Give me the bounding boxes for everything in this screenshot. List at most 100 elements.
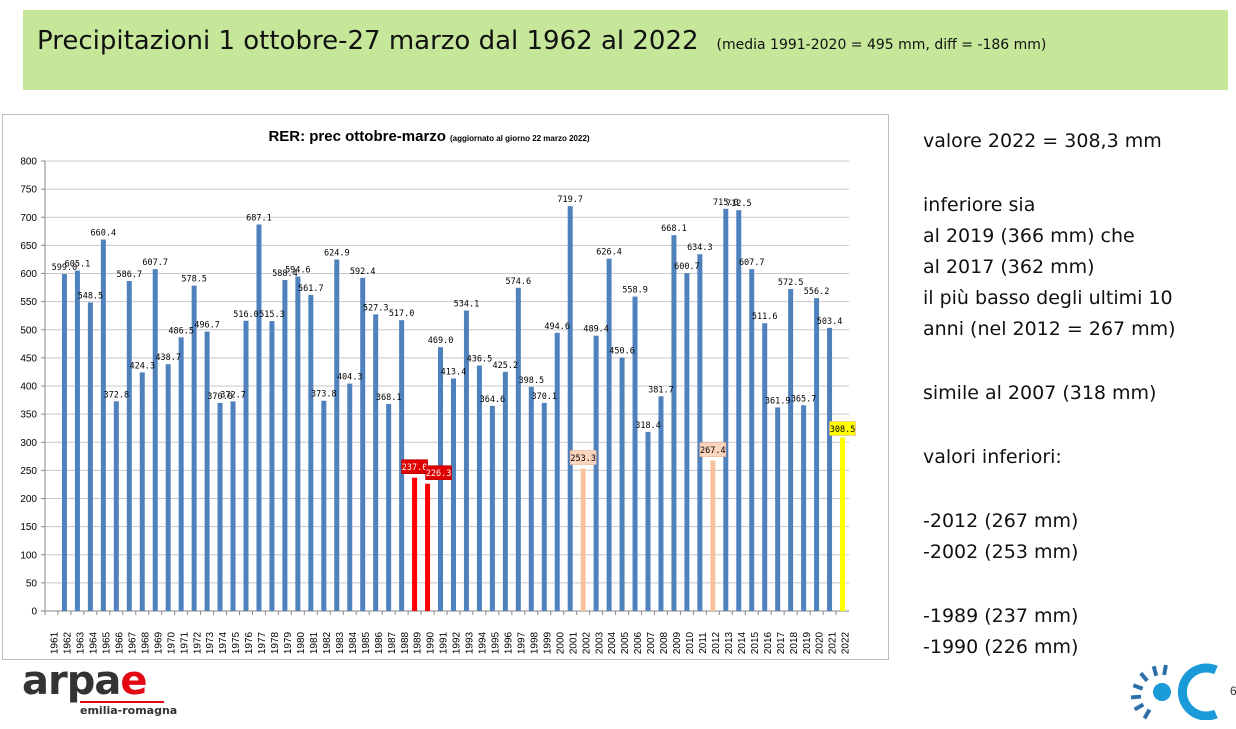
x-tick-label: 1970 bbox=[166, 631, 177, 654]
y-tick-label: 150 bbox=[20, 522, 37, 533]
data-label: 719.7 bbox=[557, 195, 583, 205]
data-label: 515.3 bbox=[259, 310, 285, 320]
x-tick-label: 1968 bbox=[140, 631, 151, 654]
note-line: -1990 (226 mm) bbox=[923, 636, 1079, 658]
x-tick-label: 1991 bbox=[439, 631, 450, 654]
data-label: 267.4 bbox=[700, 446, 726, 456]
bar bbox=[87, 302, 93, 611]
data-label: 588.4 bbox=[272, 269, 298, 279]
y-tick-label: 350 bbox=[20, 410, 37, 421]
note-line: valore 2022 = 308,3 mm bbox=[923, 130, 1162, 152]
bar bbox=[74, 270, 80, 611]
data-label: 450.6 bbox=[609, 347, 635, 357]
title-subtitle: (media 1991-2020 = 495 mm, diff = -186 m… bbox=[716, 37, 1047, 53]
note-line: anni (nel 2012 = 267 mm) bbox=[923, 318, 1176, 340]
bar bbox=[463, 310, 469, 611]
bar bbox=[593, 335, 599, 611]
bar bbox=[269, 321, 275, 611]
bar bbox=[541, 402, 547, 611]
x-tick-label: 2018 bbox=[789, 631, 800, 654]
bar bbox=[321, 400, 327, 611]
x-tick-label: 1977 bbox=[257, 631, 268, 654]
data-label: 438.7 bbox=[155, 353, 181, 363]
x-tick-label: 1966 bbox=[114, 631, 125, 654]
bar bbox=[827, 327, 833, 611]
note-line: -2002 (253 mm) bbox=[923, 541, 1079, 563]
x-tick-label: 1964 bbox=[89, 631, 100, 654]
x-tick-label: 2013 bbox=[724, 631, 735, 654]
bar bbox=[476, 365, 482, 611]
data-label-box bbox=[699, 442, 727, 457]
x-tick-label: 1974 bbox=[218, 631, 229, 654]
x-tick-label: 1971 bbox=[179, 631, 190, 654]
notes-panel: valore 2022 = 308,3 mm inferiore sia al … bbox=[923, 130, 1233, 658]
data-label: 404.3 bbox=[337, 373, 363, 383]
x-tick-label: 2021 bbox=[828, 631, 839, 654]
x-tick-label: 2006 bbox=[633, 631, 644, 654]
bar bbox=[840, 437, 846, 611]
data-label: 365.7 bbox=[791, 394, 817, 404]
data-label: 594.6 bbox=[285, 266, 311, 276]
x-tick-label: 1990 bbox=[426, 631, 437, 654]
precipitation-bar-chart: RER: prec ottobre-marzo (aggiornato al gi… bbox=[20, 128, 856, 654]
bar bbox=[762, 323, 768, 611]
data-label: 489.4 bbox=[583, 325, 609, 335]
x-tick-label: 1963 bbox=[76, 631, 87, 654]
data-label: 548.5 bbox=[78, 291, 104, 301]
x-tick-label: 1980 bbox=[296, 631, 307, 654]
note-line: inferiore sia bbox=[923, 194, 1036, 216]
x-tick-label: 2008 bbox=[659, 631, 670, 654]
x-tick-label: 1993 bbox=[465, 631, 476, 654]
y-tick-label: 500 bbox=[20, 325, 37, 336]
bar bbox=[489, 405, 495, 611]
bar bbox=[697, 254, 703, 612]
data-label: 361.9 bbox=[765, 396, 791, 406]
bar bbox=[567, 206, 573, 611]
data-label: 715.0 bbox=[713, 198, 739, 208]
data-label: 600.7 bbox=[674, 262, 700, 272]
bar bbox=[204, 331, 210, 611]
data-label: 517.0 bbox=[389, 309, 415, 319]
data-label: 308.5 bbox=[830, 425, 856, 435]
data-label: 572.5 bbox=[778, 278, 804, 288]
logo-ring-segments bbox=[1130, 664, 1168, 720]
data-label: 578.5 bbox=[181, 275, 207, 285]
data-label: 364.6 bbox=[480, 395, 506, 405]
x-tick-label: 1996 bbox=[503, 631, 514, 654]
x-tick-label: 2000 bbox=[555, 631, 566, 654]
data-label: 436.5 bbox=[467, 354, 493, 364]
bar bbox=[736, 210, 742, 611]
bar bbox=[749, 269, 755, 611]
data-label: 368.1 bbox=[376, 393, 402, 403]
x-tick-label: 1967 bbox=[127, 631, 138, 654]
bar bbox=[606, 258, 612, 611]
chart-frame: RER: prec ottobre-marzo (aggiornato al gi… bbox=[2, 114, 889, 660]
data-label: 556.2 bbox=[804, 287, 830, 297]
bar bbox=[139, 372, 145, 611]
x-tick-label: 1987 bbox=[387, 631, 398, 654]
y-tick-label: 650 bbox=[20, 241, 37, 252]
data-label: 503.4 bbox=[817, 317, 843, 327]
bars bbox=[61, 206, 846, 612]
bar bbox=[282, 280, 288, 611]
bar bbox=[230, 401, 236, 611]
chart-title-main: RER: prec ottobre-marzo bbox=[268, 128, 446, 145]
data-label: 712.5 bbox=[726, 199, 752, 209]
bar bbox=[100, 239, 106, 611]
bar bbox=[814, 298, 820, 611]
data-label: 558.9 bbox=[622, 286, 648, 296]
bar bbox=[710, 460, 716, 611]
title-text: Precipitazioni 1 ottobre-27 marzo dal 19… bbox=[37, 26, 699, 56]
bar bbox=[191, 285, 197, 611]
bar bbox=[801, 405, 807, 611]
bar bbox=[165, 364, 171, 611]
bar bbox=[723, 208, 729, 611]
bar bbox=[295, 276, 301, 611]
x-tick-label: 2005 bbox=[620, 631, 631, 654]
bar bbox=[425, 483, 431, 611]
logo-wordmark: arpae bbox=[22, 658, 147, 704]
x-tick-label: 2010 bbox=[685, 631, 696, 654]
data-label: 626.4 bbox=[596, 248, 622, 258]
x-tick-label: 2002 bbox=[581, 631, 592, 654]
